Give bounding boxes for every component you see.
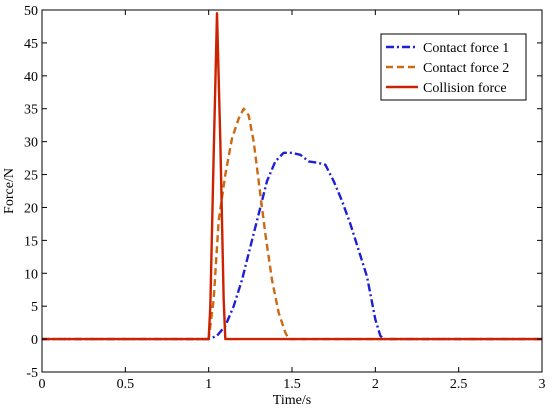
y-tick-label: 35 bbox=[24, 103, 38, 118]
x-tick-label: 3 bbox=[539, 377, 546, 392]
x-tick-label: 1.5 bbox=[283, 377, 301, 392]
legend-box bbox=[380, 33, 527, 101]
legend-label-1: Contact force 1 bbox=[423, 41, 509, 56]
x-axis-title: Time/s bbox=[273, 393, 311, 408]
y-tick-label: 45 bbox=[24, 37, 38, 52]
x-tick-label: 0.5 bbox=[117, 377, 135, 392]
y-axis-title: Force/N bbox=[2, 168, 17, 214]
y-tick-label: 40 bbox=[24, 70, 38, 85]
x-tick-label: 2 bbox=[372, 377, 379, 392]
y-tick-label: 30 bbox=[24, 136, 38, 151]
y-tick-label: 5 bbox=[31, 300, 38, 315]
y-tick-label: 50 bbox=[24, 4, 38, 19]
x-tick-label: 0 bbox=[39, 377, 46, 392]
y-tick-label: 20 bbox=[24, 201, 38, 216]
x-tick-label: 1 bbox=[205, 377, 212, 392]
y-tick-label: 25 bbox=[24, 169, 38, 184]
y-tick-label: -5 bbox=[26, 366, 38, 381]
y-tick-label: 0 bbox=[31, 333, 38, 348]
legend-label-3: Collision force bbox=[423, 81, 507, 96]
y-tick-label: 10 bbox=[24, 267, 38, 282]
x-tick-label: 2.5 bbox=[450, 377, 468, 392]
legend: Contact force 1 Contact force 2 Collision … bbox=[380, 33, 527, 101]
series-line-1 bbox=[42, 151, 542, 341]
series-line-3 bbox=[42, 12, 542, 341]
y-tick-label: 15 bbox=[24, 234, 38, 249]
series-layer bbox=[42, 12, 542, 341]
legend-label-2: Contact force 2 bbox=[423, 61, 509, 76]
series-line-2 bbox=[42, 107, 542, 341]
